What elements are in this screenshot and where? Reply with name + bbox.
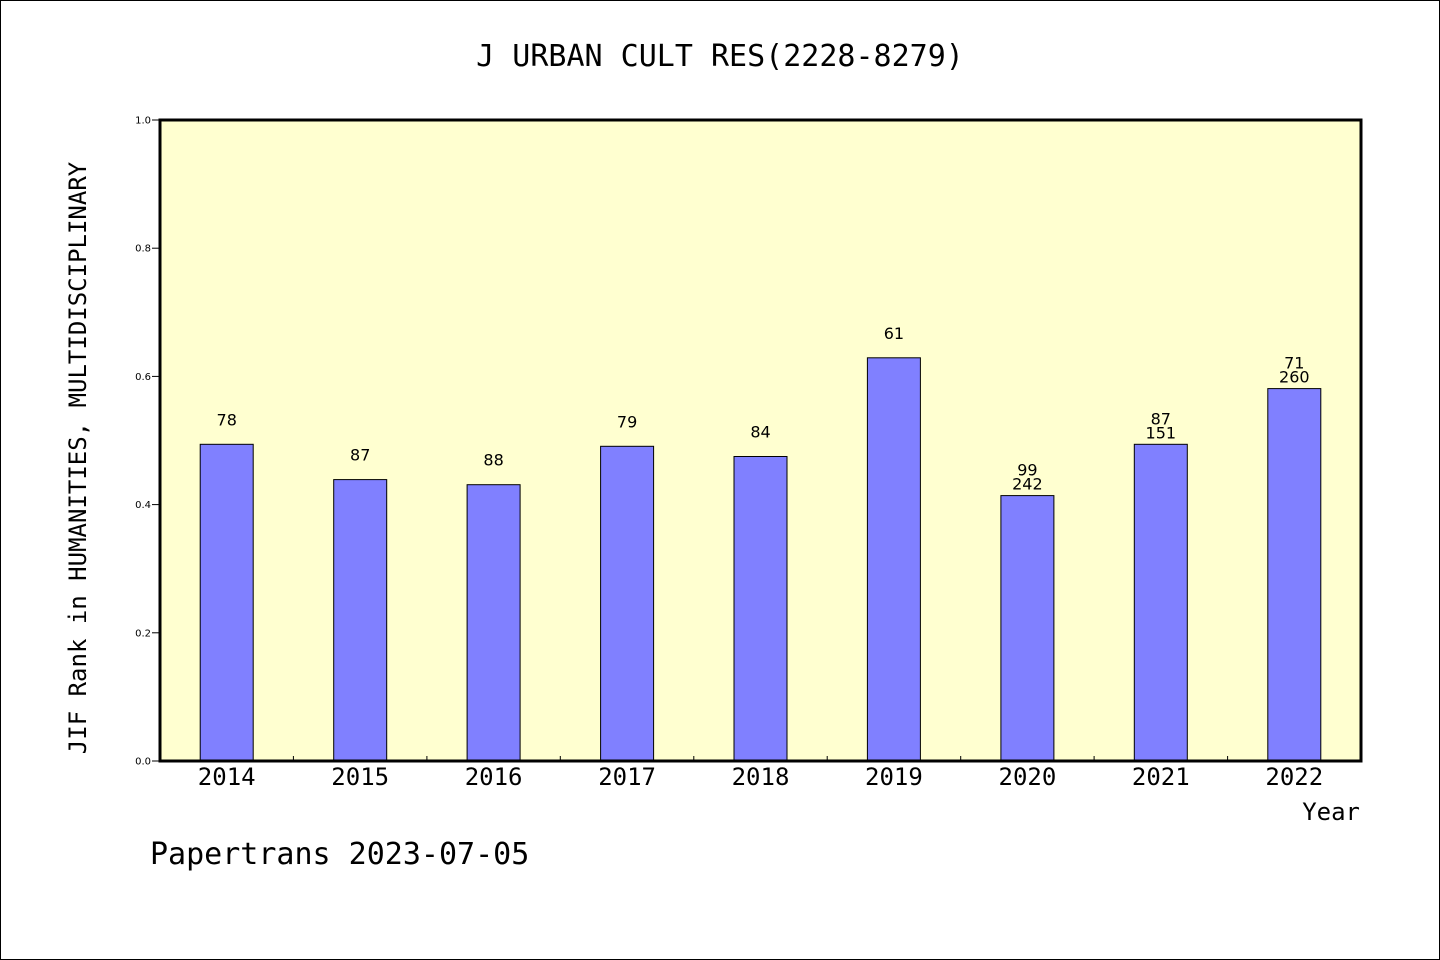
bar-label-2015: 87 [350, 446, 370, 465]
x-axis-label: Year [1302, 798, 1360, 826]
bar-label-2020-2: 242 [1012, 475, 1043, 494]
x-tick-label-2016: 2016 [465, 763, 523, 791]
x-tick-label-2018: 2018 [732, 763, 790, 791]
bar-2020 [1000, 495, 1055, 762]
bar-2014 [199, 443, 254, 762]
bar-2022 [1267, 388, 1322, 762]
bars-layer [199, 357, 1322, 762]
y-tick-label: 0.6 [135, 372, 151, 383]
x-axis: 2014 2015 2016 2017 2018 2019 2020 2021 2022 [198, 756, 1323, 791]
bar-label-2021-1: 87 [1151, 409, 1171, 428]
x-tick-label-2019: 2019 [865, 763, 923, 791]
y-tick-label: 0.8 [135, 244, 151, 255]
y-tick-label: 0.2 [135, 628, 151, 639]
y-tick-label: 0.4 [135, 500, 151, 511]
bar-2019 [866, 357, 921, 762]
bar-label-2017: 79 [617, 412, 637, 431]
chart-title: J URBAN CULT RES(2228-8279) [476, 39, 964, 74]
x-tick-label-2017: 2017 [598, 763, 656, 791]
bar-label-2018: 84 [750, 423, 770, 442]
x-tick-label-2014: 2014 [198, 763, 256, 791]
bar-label-2016: 88 [483, 451, 503, 470]
bar-label-2021-2: 151 [1146, 423, 1177, 442]
bar-2018 [733, 456, 788, 762]
y-tick-label: 0.0 [135, 757, 151, 768]
y-axis-label: JIF Rank in HUMANITIES, MULTIDISCIPLINAR… [64, 161, 92, 754]
bar-label-2020-1: 99 [1017, 461, 1037, 480]
y-axis: 0.0 0.2 0.4 0.6 0.8 1.0 [135, 116, 160, 768]
x-tick-label-2015: 2015 [331, 763, 389, 791]
bar-2021 [1133, 443, 1188, 762]
bar-label-2022-1: 71 [1284, 354, 1304, 373]
x-tick-label-2020: 2020 [999, 763, 1057, 791]
bar-2016 [466, 484, 521, 762]
bar-label-2022-2: 260 [1279, 368, 1310, 387]
bar-2015 [333, 479, 388, 762]
bar-2017 [600, 445, 655, 762]
bar-label-2019: 61 [884, 324, 904, 343]
footer-credit: Papertrans 2023-07-05 [150, 837, 529, 872]
bar-label-2014: 78 [217, 410, 237, 429]
plot-border [158, 118, 1363, 763]
x-tick-label-2021: 2021 [1132, 763, 1190, 791]
y-tick-label: 1.0 [135, 116, 151, 127]
x-tick-label-2022: 2022 [1265, 763, 1323, 791]
